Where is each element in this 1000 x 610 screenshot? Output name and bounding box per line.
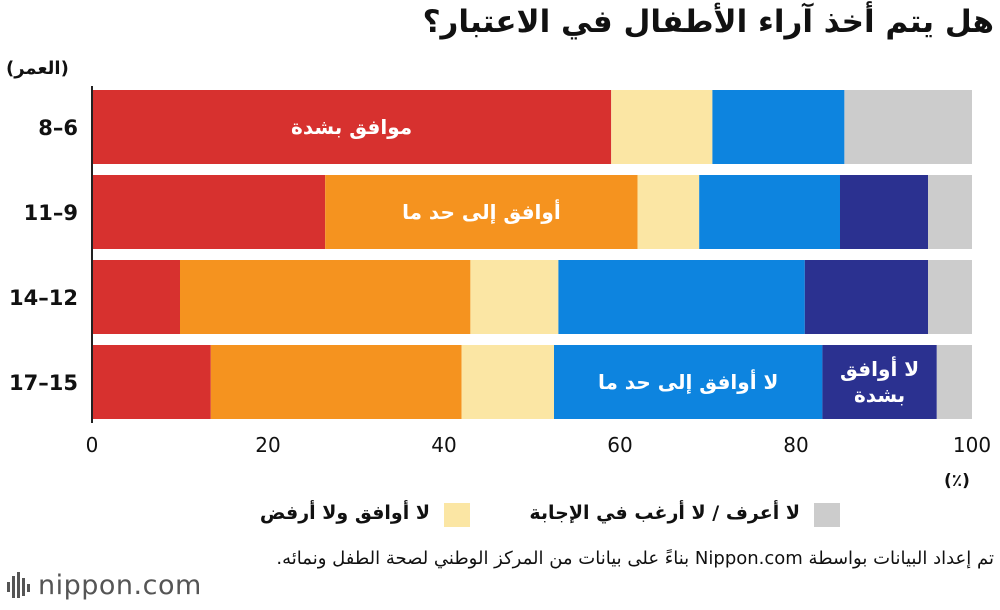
x-tick-label-3: 60 [607, 433, 632, 457]
bar-label-1-0: أوافق إلى حد ما [402, 198, 561, 224]
bar-segment-2-5 [928, 260, 972, 334]
bar-segment-1-2 [637, 175, 700, 249]
bar-segment-0-5 [844, 90, 972, 164]
bar-segment-0-2 [611, 90, 713, 164]
legend-label-neutral: لا أوافق ولا أرفض [259, 502, 430, 524]
bar-segment-1-1 [325, 175, 638, 249]
bar-segment-1-3 [699, 175, 840, 249]
bar-segment-3-1 [210, 345, 462, 419]
x-tick-label-5: 100 [953, 433, 991, 457]
bar-label-2-0: لا أوافق إلى حد ما [598, 368, 778, 394]
bar-segment-2-3 [558, 260, 805, 334]
bar-label-0-0: موافق بشدة [291, 115, 412, 139]
bar-label-3-1: بشدة [854, 383, 905, 407]
bar-segment-1-4 [840, 175, 928, 249]
bar-segment-2-4 [804, 260, 928, 334]
legend-label-dont-know: لا أعرف / لا أرغب في الإجابة [529, 502, 800, 524]
bar-segment-1-0 [92, 175, 326, 249]
category-label-1: 11–9 [24, 201, 78, 225]
legend-swatch-dont-know [814, 503, 840, 527]
chart-area: 8–6 11–9 14–12 17–15 0 20 40 60 80 100 موافق بشدة أ… [9, 86, 991, 457]
bar-segment-2-1 [180, 260, 471, 334]
chart-title: هل يتم أخذ آراء الأطفال في الاعتبار؟ [422, 4, 994, 40]
legend: لا أوافق ولا أرفض لا أعرف / لا أرغب في ا… [240, 500, 840, 530]
x-tick-label-1: 20 [255, 433, 280, 457]
logo-wordmark: nippon.com [38, 569, 202, 601]
bar-segment-2-2 [470, 260, 559, 334]
legend-item-dont-know: لا أعرف / لا أرغب في الإجابة [500, 500, 840, 530]
logo-bars-icon [7, 572, 30, 598]
age-axis-label: (العمر) [6, 58, 69, 79]
x-tick-label-0: 0 [86, 433, 99, 457]
category-label-2: 14–12 [9, 286, 78, 310]
nippon-logo: nippon.com [6, 568, 202, 602]
bar-segment-3-4 [822, 345, 937, 419]
category-label-3: 17–15 [9, 371, 78, 395]
bar-segment-0-3 [712, 90, 845, 164]
bar-segment-3-3 [554, 345, 823, 419]
x-tick-label-4: 80 [783, 433, 808, 457]
legend-item-neutral: لا أوافق ولا أرفض [240, 500, 470, 530]
x-tick-label-2: 40 [431, 433, 456, 457]
source-note: تم إعداد البيانات بواسطة Nippon.com بناء… [276, 548, 994, 569]
bar-segment-3-2 [461, 345, 554, 419]
category-label-0: 8–6 [38, 116, 78, 140]
bar-segment-1-5 [928, 175, 972, 249]
bar-segment-3-5 [936, 345, 972, 419]
bar-segment-2-0 [92, 260, 180, 334]
legend-swatch-neutral [444, 503, 470, 527]
bar-label-3-0: لا أوافق [840, 355, 919, 381]
unit-label: (٪) [944, 471, 970, 491]
bar-segment-0-0 [92, 90, 612, 164]
bar-segment-3-0 [92, 345, 211, 419]
